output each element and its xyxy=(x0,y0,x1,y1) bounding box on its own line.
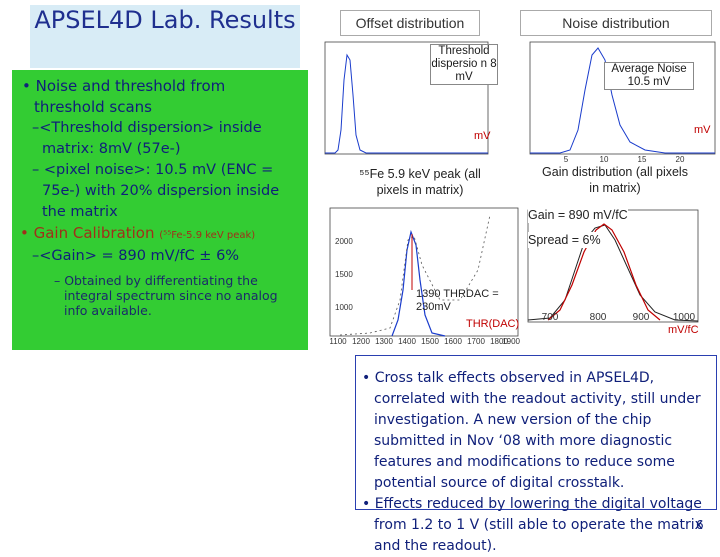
bullet: • Cross talk effects observed in APSEL4D… xyxy=(362,370,701,491)
x-tick-label: 5 xyxy=(564,155,569,164)
plot-frame xyxy=(329,207,519,337)
left-panel: • Noise and threshold from threshold sca… xyxy=(12,70,308,350)
histogram xyxy=(530,47,715,154)
y-tick-label: 1500 xyxy=(335,270,353,279)
x-tick-label: 1400 xyxy=(398,337,416,346)
bullet: • Gain Calibration (⁵⁵Fe-5.9 keV peak) xyxy=(20,223,300,246)
plot-note: Average Noise 10.5 mV xyxy=(604,62,694,90)
plot-header: Offset distribution xyxy=(340,10,480,36)
axis-unit: THR(DAC) xyxy=(466,318,520,330)
histogram xyxy=(325,53,488,154)
y-tick-label: 1000 xyxy=(335,303,353,312)
x-tick-label: 1900 xyxy=(502,337,520,346)
sub-bullet: – <pixel noise>: 10.5 mV (ENC = 75e-) wi… xyxy=(32,162,280,220)
x-tick-label: 900 xyxy=(633,312,650,323)
plot-note: Gain = 890 mV/fC xyxy=(528,207,628,223)
x-tick-label: 1200 xyxy=(352,337,370,346)
threshold-plot: 2000 1500 1000 1100 1200 1300 1400 1500 … xyxy=(329,207,521,346)
plots: 5 10 15 20 2000 1500 1000 1100 1200 1300… xyxy=(324,41,716,346)
slide: APSEL4D Lab. Results • Noise and thresho… xyxy=(12,5,717,554)
bullet-text: • Gain Calibration xyxy=(20,224,155,242)
gain-plot: 700 800 900 1000 xyxy=(527,209,699,323)
plot-frame xyxy=(529,41,716,155)
axis-unit: mV xyxy=(694,124,711,136)
sub-bullet: –<Threshold dispersion> inside matrix: 8… xyxy=(32,120,262,157)
x-tick-label: 10 xyxy=(600,155,609,164)
plot-frame xyxy=(324,41,489,155)
page-number: 6 xyxy=(696,518,704,532)
plot-note: 1390 THRDAC = 230mV xyxy=(416,288,499,313)
y-tick-label: 2000 xyxy=(335,237,353,246)
data-points xyxy=(339,214,491,336)
offset-plot xyxy=(324,41,489,155)
x-tick-label: 20 xyxy=(676,155,685,164)
plot-header: Noise distribution xyxy=(520,10,712,36)
bullet-note: (⁵⁵Fe-5.9 keV peak) xyxy=(159,230,256,241)
noise-plot: 5 10 15 20 xyxy=(529,41,716,164)
x-tick-label: 1700 xyxy=(467,337,485,346)
x-tick-label: 1300 xyxy=(375,337,393,346)
curve xyxy=(391,229,446,337)
bullet: • Noise and threshold from threshold sca… xyxy=(22,77,226,116)
plot-frame xyxy=(527,209,699,323)
axis-unit: mV xyxy=(474,130,491,142)
plot-caption: Gain distribution (all pixels in matrix) xyxy=(542,165,688,195)
plot-note: Spread = 6% xyxy=(528,232,601,248)
x-tick-label: 15 xyxy=(638,155,647,164)
x-tick-label: 800 xyxy=(590,312,607,323)
fit xyxy=(547,223,661,321)
sub-bullet: –<Gain> = 890 mV/fC ± 6% xyxy=(32,248,240,264)
slide-title: APSEL4D Lab. Results xyxy=(30,5,300,68)
bottom-text: • Cross talk effects observed in APSEL4D… xyxy=(362,368,712,557)
x-tick-label: 700 xyxy=(542,312,559,323)
x-tick-label: 1800 xyxy=(490,337,508,346)
sub-sub-bullet: – Obtained by differentiating the integr… xyxy=(54,273,278,318)
plot-caption: ⁵⁵Fe 5.9 keV peak (all pixels in matrix) xyxy=(359,167,481,197)
bullet: • Effects reduced by lowering the digita… xyxy=(362,496,703,554)
axis-unit: mV/fC xyxy=(668,324,699,336)
bottom-box xyxy=(355,355,717,510)
plot-note: Threshold dispersio n 8 mV xyxy=(430,44,498,85)
x-tick-label: 1500 xyxy=(421,337,439,346)
x-tick-label: 1100 xyxy=(329,337,347,346)
x-tick-label: 1000 xyxy=(673,312,696,323)
x-tick-label: 1600 xyxy=(444,337,462,346)
